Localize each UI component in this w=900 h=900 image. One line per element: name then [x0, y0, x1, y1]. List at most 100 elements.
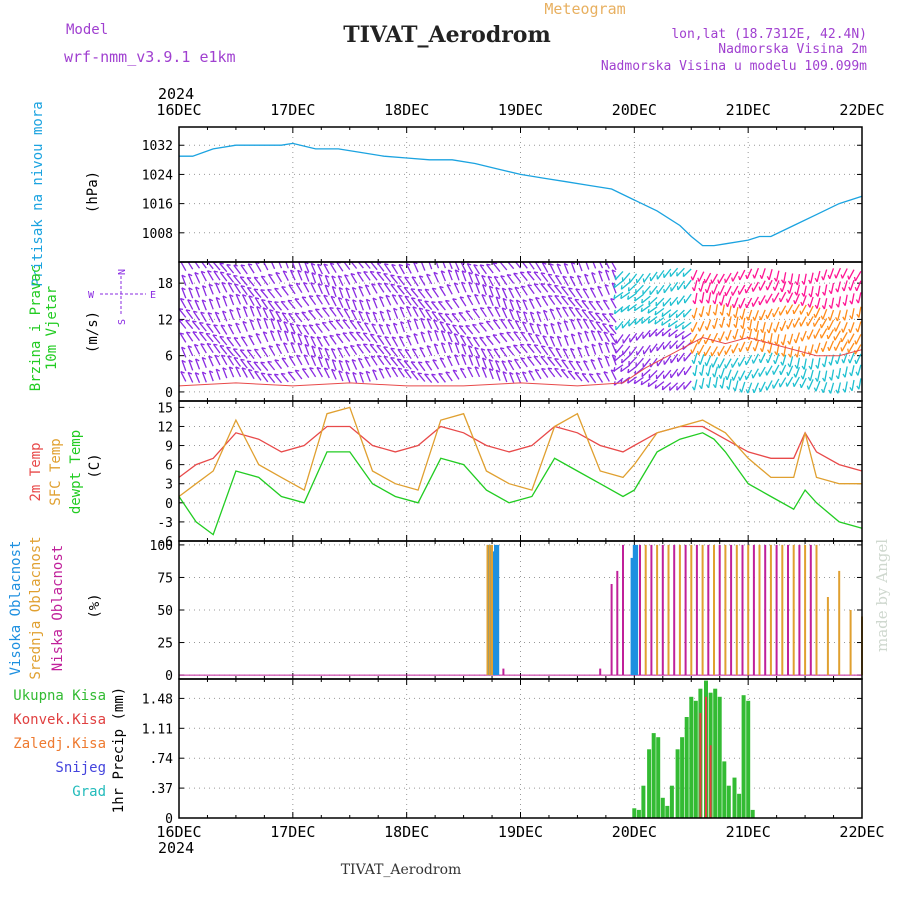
- wind-barb: [662, 297, 672, 307]
- wind-barb-flag: [236, 307, 241, 311]
- wind-barb-flag: [724, 350, 727, 355]
- wind-barb-flag: [489, 368, 494, 372]
- wind-barb-flag: [821, 276, 824, 281]
- wind-barb: [747, 309, 753, 321]
- wind-barb-flag: [227, 355, 232, 358]
- wind-barb: [725, 344, 732, 355]
- wind-barb: [726, 369, 732, 381]
- wind-barb-flag: [548, 294, 553, 298]
- wind-barb-flag: [591, 272, 596, 275]
- wind-barb: [508, 372, 515, 384]
- wind-barb-flag: [661, 312, 664, 317]
- wind-barb: [684, 293, 692, 304]
- wind-barb: [620, 304, 631, 313]
- wind-barb-flag: [792, 382, 795, 387]
- precip-bar: [632, 808, 637, 818]
- wind-barb: [620, 281, 631, 290]
- wind-barb: [554, 295, 563, 305]
- wind-barb-flag: [406, 262, 411, 266]
- wind-barb-flag: [366, 298, 371, 302]
- wind-barb-flag: [270, 330, 275, 333]
- wind-barb-flag: [712, 383, 717, 389]
- wind-barb-flag: [344, 274, 349, 277]
- wind-barb-flag: [315, 308, 320, 311]
- wind-barb: [453, 333, 460, 344]
- wind-barb-flag: [548, 346, 553, 349]
- wind-barb: [492, 334, 501, 344]
- wind-barb-flag: [233, 336, 239, 340]
- wind-barb: [345, 371, 351, 383]
- wind-barb-flag: [535, 368, 540, 372]
- wind-barb-flag: [193, 259, 197, 260]
- wind-barb-flag: [330, 262, 335, 266]
- wind-barb-flag: [481, 294, 486, 297]
- wind-barb: [704, 272, 712, 284]
- precip-bar: [680, 737, 685, 818]
- wind-barb: [404, 349, 412, 360]
- panel-border: [178, 678, 863, 819]
- wind-barb: [854, 344, 862, 355]
- wind-barb-flag: [752, 274, 756, 279]
- wind-barb-flag: [228, 323, 233, 327]
- wind-barb-flag: [377, 355, 382, 358]
- pressure-unit: (hPa): [85, 171, 101, 213]
- top-date-label: 19DEC: [498, 101, 543, 119]
- wind-barb-flag: [752, 316, 756, 321]
- wind-barb: [488, 359, 494, 370]
- wind-barb-flag: [691, 287, 695, 292]
- wind-barb-flag: [240, 285, 245, 288]
- wind-barb: [336, 262, 344, 272]
- wind-barb-flag: [243, 306, 248, 309]
- y-tick-label: 15: [157, 401, 173, 416]
- wind-barb: [289, 269, 296, 281]
- wind-barb-flag: [717, 351, 720, 356]
- wind-barb: [597, 286, 604, 297]
- wind-barb: [752, 368, 759, 379]
- wind-barb-flag: [310, 335, 315, 339]
- wind-barb-flag: [426, 318, 432, 321]
- wind-barb: [328, 320, 337, 330]
- wind-barb-flag: [848, 286, 851, 291]
- wind-barb: [543, 323, 549, 335]
- wind-barb-flag: [268, 273, 273, 277]
- wind-barb: [800, 304, 807, 315]
- wind-barb: [746, 340, 753, 352]
- wind-barb-flag: [379, 296, 384, 299]
- wind-barb-flag: [303, 281, 308, 285]
- wind-barb-flag: [513, 344, 518, 347]
- wind-barb: [372, 297, 378, 309]
- wind-barb-flag: [276, 343, 281, 347]
- wind-barb: [706, 319, 712, 331]
- wind-barb: [641, 295, 651, 304]
- top-date-label: 18DEC: [384, 101, 429, 119]
- wind-barb: [752, 353, 759, 364]
- cloud-bar: [491, 544, 493, 676]
- wind-barb-flag: [268, 345, 273, 348]
- wind-barb-flag: [261, 298, 266, 302]
- wind-barb: [513, 358, 522, 369]
- wind-barb-flag: [501, 307, 507, 311]
- wind-barb: [350, 262, 358, 269]
- wind-barb-flag: [739, 335, 743, 340]
- wind-barb-flag: [357, 271, 362, 274]
- wind-barb: [198, 322, 207, 332]
- cloud-bar: [502, 668, 505, 676]
- wind-barb: [649, 328, 658, 338]
- wind-barb: [738, 356, 746, 367]
- wind-barb-flag: [745, 347, 749, 352]
- wind-barb: [215, 368, 221, 380]
- wind-barb-flag: [220, 324, 226, 327]
- wind-barb: [682, 321, 692, 330]
- wind-barb: [707, 292, 712, 304]
- wind-barb: [533, 283, 542, 294]
- wind-barb: [714, 304, 719, 316]
- wind-barb: [447, 269, 453, 281]
- wind-barb-flag: [439, 285, 444, 289]
- wind-barb-flag: [420, 331, 425, 335]
- wind-barb-flag: [793, 339, 797, 344]
- wind-barb-flag: [222, 310, 227, 314]
- wind-barb-flag: [386, 323, 391, 327]
- wind-barb: [301, 311, 310, 322]
- wind-barb-flag: [613, 357, 616, 362]
